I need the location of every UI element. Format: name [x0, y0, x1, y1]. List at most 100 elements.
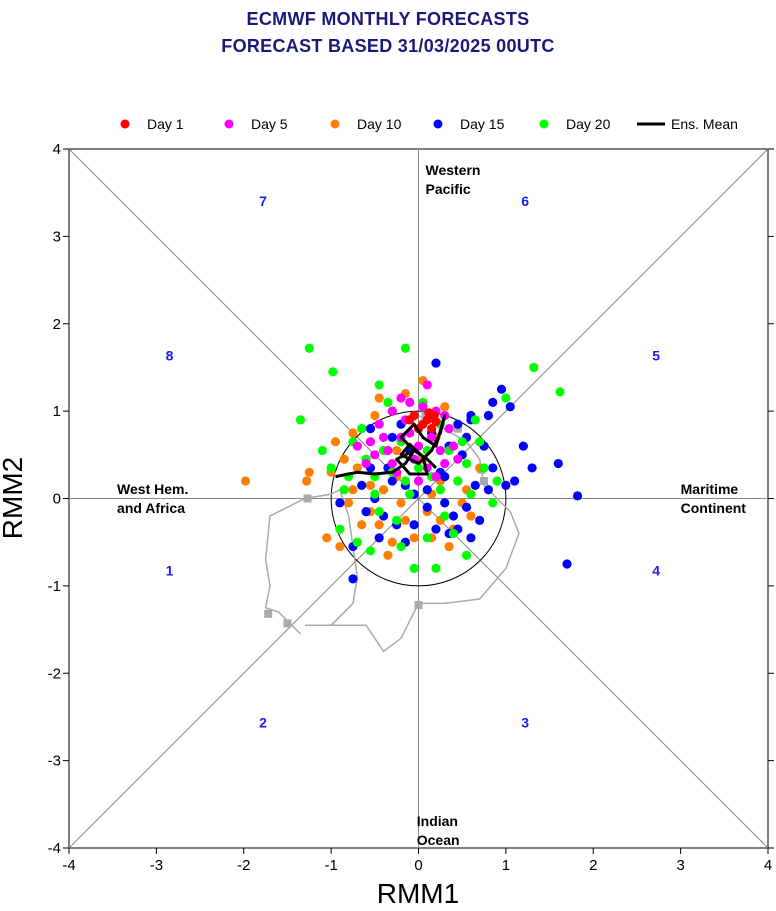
point-day-5	[396, 393, 406, 403]
plot-frame: -4 -3 -2 -1 0 1 2 3 4 -4 -3 -2 -1 0 1 2 3 4	[48, 141, 774, 874]
point-day-20	[304, 343, 314, 353]
point-day-15	[409, 520, 419, 530]
point-day-20	[352, 537, 362, 547]
legend-day-15-marker	[433, 119, 443, 129]
point-day-20	[488, 498, 498, 508]
phase-number-label: 6	[521, 193, 529, 209]
point-day-20	[317, 445, 327, 456]
point-day-20	[457, 437, 467, 447]
y-tick-label: 2	[53, 316, 61, 333]
y-tick-label: -4	[48, 840, 61, 857]
legend-day-1-marker	[120, 119, 130, 129]
point-day-10	[348, 485, 358, 495]
point-day-5	[365, 437, 376, 447]
legend-day-5-label: Day 5	[251, 116, 288, 132]
phase-number-label: 3	[521, 714, 529, 730]
point-day-15	[501, 480, 511, 490]
point-day-20	[492, 476, 502, 486]
y-tick-label: 3	[53, 228, 61, 245]
region-label: Maritime Continent	[681, 481, 747, 516]
point-day-15	[431, 358, 441, 368]
point-day-10	[335, 541, 345, 552]
region-label-line: Maritime	[681, 481, 739, 497]
x-tick-label: 1	[502, 857, 510, 874]
legend-day-20-marker	[539, 119, 549, 129]
y-tick-label: 4	[53, 141, 61, 158]
point-day-15	[357, 480, 367, 490]
point-day-20	[405, 489, 415, 499]
point-day-5	[383, 445, 393, 456]
point-day-20	[365, 546, 376, 556]
region-label: Indian Ocean	[417, 813, 460, 848]
point-day-10	[240, 476, 251, 486]
point-day-15	[488, 397, 498, 407]
point-day-20	[339, 485, 349, 495]
y-tick-label: -3	[48, 753, 61, 770]
point-day-20	[400, 476, 410, 486]
phase-number-label: 1	[166, 562, 174, 578]
y-axis-label: RMM2	[0, 457, 28, 539]
observed-track-marker	[480, 477, 489, 486]
y-tick-label: 1	[53, 403, 61, 420]
legend-ens-mean-label: Ens. Mean	[671, 116, 738, 132]
point-day-5	[405, 397, 415, 407]
unit-circle	[330, 410, 507, 587]
point-day-5	[448, 441, 459, 451]
y-tick-label: -2	[48, 665, 61, 682]
point-day-10	[352, 463, 362, 473]
point-day-15	[348, 574, 358, 584]
point-day-15	[505, 402, 515, 412]
phase-number-label: 7	[259, 193, 267, 209]
region-label-line: Ocean	[417, 832, 460, 848]
point-day-10	[374, 393, 384, 403]
point-day-20	[479, 463, 489, 473]
point-day-5	[361, 458, 371, 469]
legend-day-15-label: Day 15	[460, 116, 505, 132]
point-day-20	[461, 550, 472, 560]
point-day-10	[444, 541, 454, 552]
x-tick-label: -3	[150, 857, 163, 874]
point-day-20	[435, 485, 445, 495]
point-day-1	[422, 415, 432, 425]
point-day-15	[527, 463, 537, 473]
point-day-20	[448, 528, 459, 539]
point-day-5	[453, 454, 463, 464]
x-tick-label: 4	[764, 857, 772, 874]
point-day-10	[392, 445, 402, 456]
point-day-20	[440, 511, 450, 521]
point-day-20	[374, 507, 384, 517]
point-day-20	[453, 476, 463, 486]
phase-number-label: 4	[652, 562, 660, 578]
region-label-line: and Africa	[117, 500, 185, 516]
point-day-10	[383, 550, 393, 560]
point-day-5	[378, 432, 389, 442]
point-day-10	[322, 533, 332, 543]
legend-day-10-label: Day 10	[357, 116, 402, 132]
legend-day-10-marker	[330, 119, 340, 129]
point-day-5	[370, 450, 380, 460]
point-day-20	[383, 397, 393, 407]
region-label-line: Pacific	[425, 181, 470, 197]
point-day-5	[444, 424, 454, 434]
observed-track-marker	[414, 601, 423, 610]
point-day-15	[466, 533, 476, 543]
region-label-line: Western	[425, 162, 480, 178]
point-day-10	[466, 511, 476, 521]
point-day-20	[374, 380, 384, 390]
point-day-20	[392, 515, 402, 525]
point-day-5	[413, 476, 424, 486]
point-day-20	[400, 343, 410, 353]
x-tick-label: -2	[237, 857, 250, 874]
legend-day-5-marker	[224, 119, 234, 129]
point-day-5	[387, 406, 397, 416]
point-day-1	[427, 424, 437, 434]
point-day-20	[501, 393, 511, 403]
point-day-10	[348, 428, 358, 438]
chart-title-line1: ECMWF MONTHLY FORECASTS	[246, 9, 530, 29]
point-day-10	[400, 515, 410, 525]
point-day-15	[483, 410, 493, 421]
point-day-15	[387, 432, 397, 442]
point-day-5	[422, 380, 432, 390]
x-tick-label: 2	[589, 857, 597, 874]
